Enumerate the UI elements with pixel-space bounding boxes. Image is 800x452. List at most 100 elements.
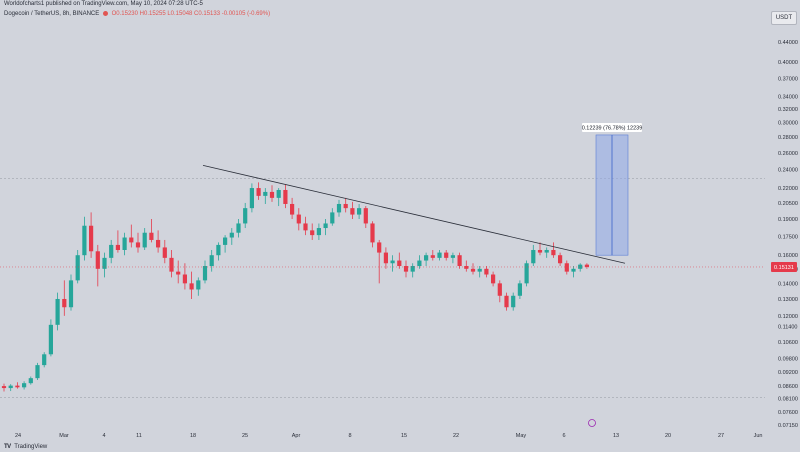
footer-brand: TV TradingView (4, 444, 47, 450)
time-axis[interactable]: 24 Mar 4 11 18 25 Apr 8 15 22 May 6 13 20 27 Jun (15, 433, 763, 439)
candle-body (196, 280, 201, 290)
candle (75, 249, 80, 284)
candle (182, 263, 187, 290)
price-tick-label: 0.28000 (778, 135, 798, 141)
price-tick-label: 0.44000 (778, 40, 798, 46)
publish-info: Worldofcharts1 published on TradingView.… (4, 1, 203, 7)
time-tick-label: May (516, 433, 527, 439)
candle (249, 183, 254, 213)
candle-body (484, 268, 489, 275)
candle (229, 228, 234, 245)
candle (578, 263, 583, 272)
candle (564, 260, 569, 275)
candle-body (89, 225, 94, 252)
candle (430, 249, 435, 261)
candle-body (537, 249, 543, 253)
candle (491, 271, 496, 287)
candle (216, 242, 221, 261)
candle-body (410, 266, 415, 272)
event-marker-icon[interactable] (588, 419, 596, 427)
candle (169, 249, 174, 278)
current-price-label: 0.15131 (774, 265, 794, 271)
candle (450, 252, 455, 264)
candle (397, 252, 402, 269)
candle (323, 218, 328, 236)
candle-body (269, 191, 275, 198)
candle-body (296, 214, 301, 224)
candle-body (263, 191, 268, 196)
candle-body (290, 203, 295, 215)
candle (283, 184, 288, 209)
candle-body (450, 255, 455, 258)
candle-body (82, 225, 87, 256)
candle (22, 381, 27, 390)
candle-body (156, 239, 161, 248)
candle (316, 223, 321, 240)
candle-body (95, 251, 100, 269)
tradingview-logo-icon: TV (4, 444, 11, 450)
candle (196, 277, 201, 296)
price-tick-label: 0.30000 (778, 121, 798, 127)
price-tick-label: 0.08100 (778, 397, 798, 403)
candle (343, 197, 348, 213)
measure-label-bg (582, 122, 642, 132)
candle-body (397, 260, 402, 267)
candle (310, 223, 315, 240)
candle (55, 292, 60, 331)
candle-body (504, 295, 509, 308)
candle-body (477, 268, 482, 272)
candle-body (444, 252, 449, 258)
candle-body (55, 298, 60, 325)
candle (189, 271, 194, 299)
candle-body (497, 283, 502, 296)
candle (517, 280, 522, 299)
candle-body (357, 208, 362, 215)
candle-body (370, 223, 375, 243)
candle-body (330, 212, 335, 224)
candle-body (343, 203, 348, 209)
candle (477, 266, 482, 278)
candle-body (430, 255, 435, 258)
candle-body (544, 249, 549, 253)
status-dot-icon (102, 11, 108, 16)
candle-body (578, 264, 583, 269)
candle (524, 260, 529, 287)
candle-body (28, 378, 33, 384)
candle-body (149, 232, 154, 240)
time-tick-label: 6 (562, 433, 565, 439)
candle (390, 255, 395, 272)
candle-body (48, 324, 53, 355)
candle (303, 216, 308, 236)
candle (62, 280, 67, 316)
candle (437, 249, 442, 261)
time-tick-label: 15 (401, 433, 407, 439)
symbol-legend: Dogecoin / TetherUS, 8h, BINANCE O0.1523… (4, 11, 270, 17)
candle-body (75, 255, 80, 281)
time-tick-label: Jun (754, 433, 763, 439)
candle (497, 280, 502, 303)
candle-body (102, 257, 107, 269)
candle-body (403, 266, 409, 272)
candle-body (42, 354, 47, 366)
candle (383, 247, 388, 269)
price-tick-label: 0.08600 (778, 384, 798, 390)
candle (511, 292, 516, 311)
candle (149, 218, 154, 243)
candle (531, 244, 536, 267)
candle (276, 188, 281, 207)
candle-body (68, 280, 74, 308)
price-tick-label: 0.10600 (778, 340, 798, 346)
candle (263, 188, 268, 204)
candle-body (310, 230, 315, 236)
candle (470, 263, 476, 275)
currency-button[interactable]: USDT (771, 11, 797, 25)
candle (410, 263, 415, 278)
candle (68, 274, 74, 311)
candle-body (437, 252, 442, 258)
price-axis[interactable]: 0.44000 0.40000 0.37000 0.34000 0.32000 0.300… (771, 40, 798, 429)
candle-body (1, 386, 7, 389)
time-tick-label: Mar (59, 433, 69, 439)
price-tick-label: 0.17500 (778, 234, 798, 240)
price-tick-label: 0.32000 (778, 107, 798, 113)
